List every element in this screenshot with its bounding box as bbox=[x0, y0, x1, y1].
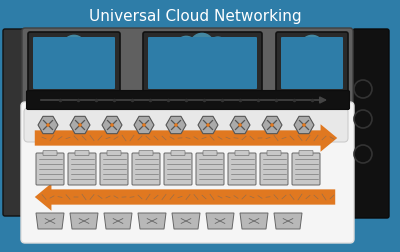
Polygon shape bbox=[198, 117, 218, 134]
Circle shape bbox=[300, 36, 324, 60]
FancyBboxPatch shape bbox=[260, 153, 288, 185]
FancyArrowPatch shape bbox=[35, 125, 337, 152]
Circle shape bbox=[270, 124, 274, 127]
FancyBboxPatch shape bbox=[100, 153, 128, 185]
FancyBboxPatch shape bbox=[276, 33, 348, 99]
FancyBboxPatch shape bbox=[75, 151, 89, 156]
Circle shape bbox=[206, 124, 210, 127]
Circle shape bbox=[78, 124, 82, 127]
FancyBboxPatch shape bbox=[26, 91, 350, 110]
FancyBboxPatch shape bbox=[164, 153, 192, 185]
Polygon shape bbox=[36, 213, 64, 229]
Polygon shape bbox=[138, 213, 166, 229]
FancyBboxPatch shape bbox=[132, 153, 160, 185]
FancyBboxPatch shape bbox=[228, 153, 256, 185]
Circle shape bbox=[51, 39, 73, 61]
Polygon shape bbox=[70, 117, 90, 134]
Polygon shape bbox=[294, 117, 314, 134]
FancyBboxPatch shape bbox=[28, 33, 120, 99]
FancyBboxPatch shape bbox=[267, 151, 281, 156]
FancyBboxPatch shape bbox=[36, 153, 64, 185]
FancyBboxPatch shape bbox=[68, 153, 96, 185]
FancyBboxPatch shape bbox=[107, 151, 121, 156]
Circle shape bbox=[302, 124, 306, 127]
Circle shape bbox=[354, 81, 372, 99]
Polygon shape bbox=[102, 117, 122, 134]
FancyArrowPatch shape bbox=[35, 183, 335, 211]
Circle shape bbox=[354, 145, 372, 163]
FancyBboxPatch shape bbox=[33, 38, 115, 90]
Polygon shape bbox=[38, 117, 58, 134]
FancyBboxPatch shape bbox=[143, 33, 262, 99]
FancyBboxPatch shape bbox=[281, 38, 343, 90]
Circle shape bbox=[62, 36, 86, 60]
FancyBboxPatch shape bbox=[148, 38, 257, 90]
FancyBboxPatch shape bbox=[299, 151, 313, 156]
FancyBboxPatch shape bbox=[235, 151, 249, 156]
Polygon shape bbox=[262, 117, 282, 134]
Polygon shape bbox=[134, 117, 154, 134]
Polygon shape bbox=[70, 213, 98, 229]
Circle shape bbox=[311, 39, 332, 60]
FancyBboxPatch shape bbox=[171, 151, 185, 156]
FancyBboxPatch shape bbox=[3, 30, 27, 216]
FancyBboxPatch shape bbox=[196, 153, 224, 185]
FancyBboxPatch shape bbox=[24, 109, 348, 142]
Circle shape bbox=[190, 34, 214, 58]
Circle shape bbox=[292, 39, 314, 61]
Polygon shape bbox=[166, 117, 186, 134]
Text: Universal Cloud Networking: Universal Cloud Networking bbox=[89, 9, 301, 23]
Polygon shape bbox=[104, 213, 132, 229]
Polygon shape bbox=[240, 213, 268, 229]
FancyBboxPatch shape bbox=[353, 30, 389, 218]
Circle shape bbox=[46, 124, 50, 127]
Circle shape bbox=[175, 37, 197, 59]
Polygon shape bbox=[274, 213, 302, 229]
Ellipse shape bbox=[50, 50, 98, 67]
Ellipse shape bbox=[170, 48, 234, 65]
FancyBboxPatch shape bbox=[21, 103, 354, 243]
Circle shape bbox=[142, 124, 146, 127]
FancyBboxPatch shape bbox=[292, 153, 320, 185]
Circle shape bbox=[354, 111, 372, 129]
Ellipse shape bbox=[293, 50, 331, 67]
Polygon shape bbox=[172, 213, 200, 229]
Polygon shape bbox=[230, 117, 250, 134]
FancyBboxPatch shape bbox=[203, 151, 217, 156]
FancyBboxPatch shape bbox=[43, 151, 57, 156]
Circle shape bbox=[238, 124, 242, 127]
Polygon shape bbox=[206, 213, 234, 229]
FancyBboxPatch shape bbox=[22, 29, 353, 130]
Circle shape bbox=[76, 39, 96, 60]
Circle shape bbox=[174, 124, 178, 127]
Circle shape bbox=[110, 124, 114, 127]
Circle shape bbox=[207, 37, 228, 58]
FancyBboxPatch shape bbox=[139, 151, 153, 156]
